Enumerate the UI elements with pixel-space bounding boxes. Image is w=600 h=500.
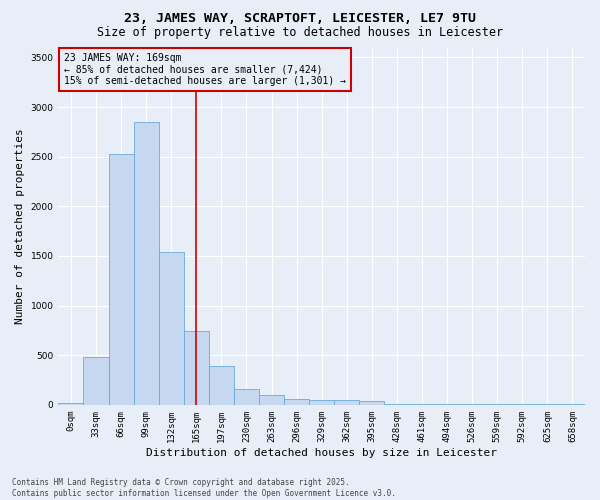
Bar bbox=[184, 332, 209, 405]
Bar bbox=[159, 252, 184, 405]
Bar bbox=[259, 395, 284, 405]
Text: Size of property relative to detached houses in Leicester: Size of property relative to detached ho… bbox=[97, 26, 503, 39]
Text: 23, JAMES WAY, SCRAPTOFT, LEICESTER, LE7 9TU: 23, JAMES WAY, SCRAPTOFT, LEICESTER, LE7… bbox=[124, 12, 476, 26]
Bar bbox=[359, 401, 385, 405]
Bar bbox=[209, 366, 234, 405]
Text: Contains HM Land Registry data © Crown copyright and database right 2025.
Contai: Contains HM Land Registry data © Crown c… bbox=[12, 478, 396, 498]
Text: 23 JAMES WAY: 169sqm
← 85% of detached houses are smaller (7,424)
15% of semi-de: 23 JAMES WAY: 169sqm ← 85% of detached h… bbox=[64, 53, 346, 86]
Bar bbox=[83, 357, 109, 405]
Bar bbox=[109, 154, 134, 405]
X-axis label: Distribution of detached houses by size in Leicester: Distribution of detached houses by size … bbox=[146, 448, 497, 458]
Bar bbox=[134, 122, 159, 405]
Bar bbox=[234, 390, 259, 405]
Bar bbox=[309, 400, 334, 405]
Y-axis label: Number of detached properties: Number of detached properties bbox=[15, 128, 25, 324]
Bar bbox=[58, 404, 83, 405]
Bar bbox=[284, 400, 309, 405]
Bar bbox=[334, 400, 359, 405]
